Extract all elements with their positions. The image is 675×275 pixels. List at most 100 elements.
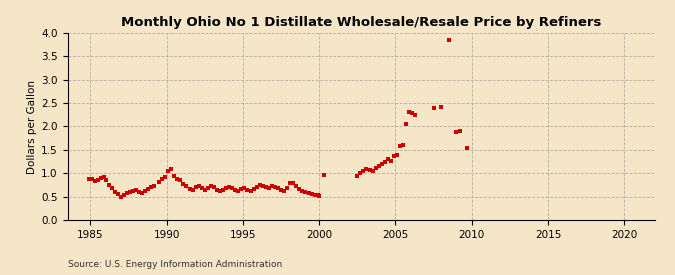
Point (86, 177, 97, 182)
Point (404, 110, 414, 115)
Point (215, 188, 225, 193)
Point (100, 178, 111, 183)
Point (297, 188, 308, 193)
Point (172, 177, 183, 181)
Point (313, 193, 323, 197)
Point (113, 192, 124, 196)
Point (364, 167, 375, 172)
Point (355, 171, 366, 175)
Point (187, 188, 198, 192)
Point (367, 169, 378, 173)
Point (199, 188, 210, 192)
Point (137, 191, 148, 195)
Point (239, 186, 250, 190)
Point (143, 186, 154, 191)
Point (227, 186, 238, 190)
Point (269, 185, 280, 189)
Point (131, 188, 142, 192)
Point (209, 185, 219, 189)
Point (454, 129, 465, 133)
Point (230, 188, 241, 192)
Point (251, 185, 262, 189)
Point (436, 105, 447, 109)
Point (169, 173, 180, 178)
Point (451, 130, 462, 134)
Point (193, 184, 204, 189)
Point (103, 183, 114, 187)
Point (190, 185, 201, 189)
Point (99, 175, 109, 179)
Point (134, 190, 144, 194)
Point (160, 174, 171, 179)
Point (410, 113, 421, 117)
Point (146, 185, 157, 189)
Point (178, 181, 189, 186)
Point (303, 191, 314, 195)
Point (443, 38, 454, 42)
Point (370, 166, 381, 170)
Point (279, 188, 290, 193)
Point (273, 186, 284, 190)
Point (385, 159, 396, 163)
Point (389, 154, 400, 159)
Point (202, 186, 213, 190)
Point (285, 181, 296, 185)
Point (115, 194, 126, 199)
Point (261, 185, 271, 189)
Text: Source: U.S. Energy Information Administration: Source: U.S. Energy Information Administ… (68, 260, 281, 269)
Point (217, 188, 228, 192)
Point (84, 177, 95, 181)
Point (248, 187, 259, 191)
Point (379, 159, 390, 164)
Y-axis label: Dollars per Gallon: Dollars per Gallon (27, 79, 37, 174)
Point (398, 143, 408, 147)
Point (352, 173, 362, 178)
Point (181, 184, 192, 189)
Point (245, 188, 256, 193)
Point (157, 177, 167, 182)
Point (211, 188, 222, 192)
Point (263, 186, 274, 190)
Point (254, 183, 265, 187)
Point (233, 188, 244, 193)
Point (358, 169, 369, 173)
Point (119, 193, 130, 197)
Point (291, 184, 302, 189)
Point (205, 184, 216, 189)
Point (373, 164, 384, 168)
Point (257, 184, 268, 189)
Point (395, 144, 406, 148)
Point (267, 184, 277, 189)
Point (175, 178, 186, 183)
Point (122, 191, 132, 196)
Point (154, 180, 165, 184)
Point (428, 106, 439, 110)
Point (383, 157, 394, 161)
Point (128, 189, 138, 193)
Point (184, 186, 195, 191)
Point (306, 192, 317, 196)
Point (125, 190, 136, 194)
Point (377, 162, 387, 166)
Point (90, 178, 101, 183)
Point (319, 172, 329, 177)
Point (275, 188, 286, 192)
Point (163, 169, 173, 173)
Point (196, 186, 207, 190)
Point (107, 186, 117, 190)
Point (361, 166, 372, 171)
Point (92, 178, 103, 183)
Point (166, 166, 177, 171)
Point (221, 186, 232, 190)
Point (281, 186, 292, 190)
Point (140, 188, 151, 193)
Point (309, 192, 320, 197)
Point (242, 188, 253, 192)
Point (300, 190, 311, 194)
Point (109, 190, 120, 194)
Point (407, 111, 418, 116)
Point (288, 180, 298, 185)
Title: Monthly Ohio No 1 Distillate Wholesale/Resale Price by Refiners: Monthly Ohio No 1 Distillate Wholesale/R… (121, 16, 601, 29)
Point (224, 185, 235, 189)
Point (236, 187, 247, 191)
